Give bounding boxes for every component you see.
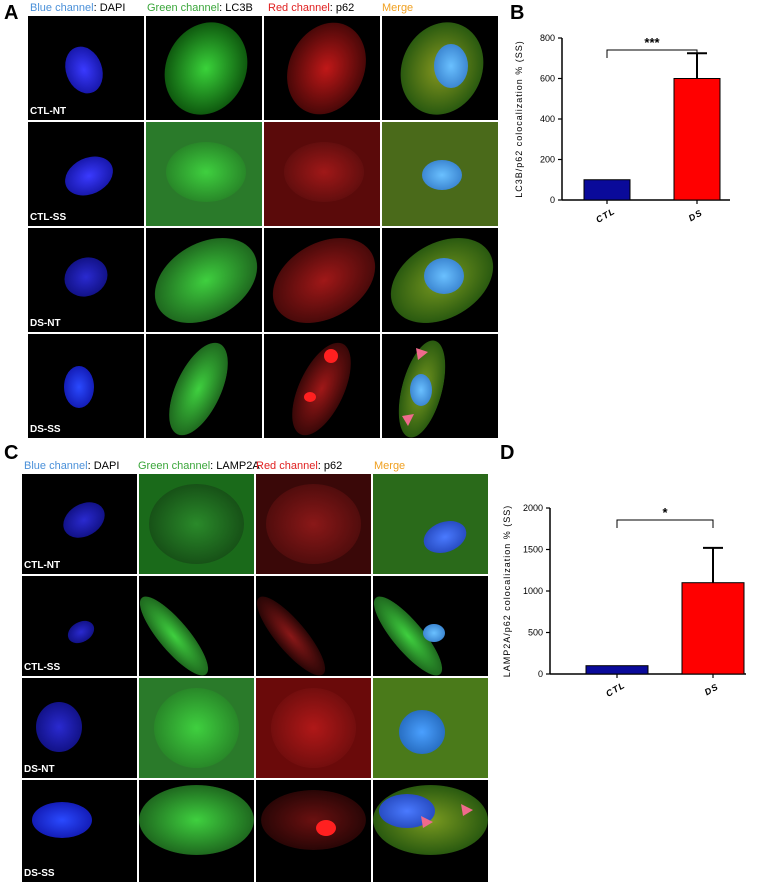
image-a-ctl-nt-dapi: CTL-NT [28, 16, 144, 120]
image-c-ctl-nt-red [256, 474, 371, 574]
header-a-blue-channel: Blue channel [30, 2, 94, 14]
micrograph-grid-a: CTL-NT CTL-SS DS-NT DS-SS [28, 16, 498, 438]
header-a-red-channel: Red channel [268, 2, 330, 14]
header-c-green-stain: : LAMP2A [210, 460, 260, 472]
image-a-ds-ss-merge [382, 334, 498, 438]
image-c-ctl-nt-green [139, 474, 254, 574]
image-a-ds-nt-green [146, 228, 262, 332]
header-c-red-channel: Red channel [256, 460, 318, 472]
micrograph-grid-c: CTL-NT CTL-SS DS-NT DS-SS [22, 474, 488, 882]
image-c-ds-ss-dapi: DS-SS [22, 780, 137, 882]
y-tick-label: 400 [540, 114, 555, 124]
significance-bracket [606, 49, 698, 58]
x-tick-label-ds: DS [703, 681, 721, 697]
image-a-ctl-ss-dapi: CTL-SS [28, 122, 144, 226]
image-c-ctl-ss-green [139, 576, 254, 676]
header-a-green-stain: : LC3B [219, 2, 253, 14]
y-axis-label: LC3B/p62 colocalization % (SS) [514, 40, 524, 198]
image-a-ds-ss-green [146, 334, 262, 438]
header-c-blue-channel: Blue channel [24, 460, 88, 472]
significance-label: * [662, 505, 668, 520]
y-tick-label: 0 [538, 669, 543, 679]
row-label-c-ds-ss: DS-SS [24, 868, 55, 879]
image-c-ds-nt-green [139, 678, 254, 778]
row-label-c-ctl-nt: CTL-NT [24, 560, 61, 571]
arrowhead-icon [402, 414, 414, 426]
image-c-ctl-nt-dapi: CTL-NT [22, 474, 137, 574]
header-a-merge: Merge [382, 2, 414, 14]
image-c-ctl-ss-dapi: CTL-SS [22, 576, 137, 676]
row-label-a-ds-nt: DS-NT [30, 318, 61, 329]
arrowhead-markers-a [402, 348, 428, 426]
image-c-ds-nt-merge [373, 678, 488, 778]
row-label-a-ctl-ss: CTL-SS [30, 212, 67, 223]
header-c-blue: Blue channel: DAPI [24, 460, 119, 472]
y-tick-label: 1000 [523, 586, 543, 596]
header-c-red: Red channel: p62 [256, 460, 342, 472]
header-c-green-channel: Green channel [138, 460, 211, 472]
y-tick-label: 200 [540, 155, 555, 165]
y-tick-label: 500 [528, 628, 543, 638]
panel-label-a: A [4, 2, 19, 24]
y-axis-label: LAMP2A/p62 colocalization % (SS) [502, 505, 512, 678]
arrowhead-markers-c [421, 804, 473, 828]
image-c-ds-ss-green [139, 780, 254, 882]
image-a-ctl-nt-merge [382, 16, 498, 120]
header-a-red-stain: : p62 [329, 2, 355, 14]
image-c-ds-ss-red [256, 780, 371, 882]
arrowhead-icon [416, 348, 428, 360]
image-c-ctl-nt-merge [373, 474, 488, 574]
header-a-red: Red channel: p62 [268, 2, 354, 14]
bar-ctl [583, 179, 631, 201]
y-tick-label: 2000 [523, 503, 543, 513]
image-c-ds-ss-merge [373, 780, 488, 882]
header-a-green-channel: Green channel [147, 2, 220, 14]
image-c-ctl-ss-red [256, 576, 371, 676]
y-tick-label: 1500 [523, 545, 543, 555]
image-c-ds-nt-dapi: DS-NT [22, 678, 137, 778]
header-c-red-stain: : p62 [317, 460, 343, 472]
image-a-ctl-nt-red [264, 16, 380, 120]
image-a-ds-nt-red [264, 228, 380, 332]
header-c-blue-stain: : DAPI [87, 460, 120, 472]
row-label-c-ctl-ss: CTL-SS [24, 662, 61, 673]
image-a-ctl-ss-green [146, 122, 262, 226]
header-a-blue-stain: : DAPI [93, 2, 126, 14]
bar-ctl [585, 665, 649, 675]
header-a-blue: Blue channel: DAPI [30, 2, 125, 14]
row-label-c-ds-nt: DS-NT [24, 764, 55, 775]
image-a-ctl-nt-green [146, 16, 262, 120]
image-a-ctl-ss-red [264, 122, 380, 226]
bar-ds [673, 78, 721, 201]
x-tick-label-ctl: CTL [594, 206, 617, 225]
image-a-ds-ss-red [264, 334, 380, 438]
panel-label-d: D [500, 442, 515, 464]
x-tick-label-ds: DS [687, 207, 705, 223]
header-a-green: Green channel: LC3B [147, 2, 253, 14]
x-tick-label-ctl: CTL [604, 680, 627, 699]
arrowhead-icon [421, 816, 433, 828]
y-tick-label: 800 [540, 33, 555, 43]
panel-label-b: B [510, 2, 525, 24]
header-c-green: Green channel: LAMP2A [138, 460, 260, 472]
y-tick-label: 600 [540, 74, 555, 84]
image-c-ds-nt-red [256, 678, 371, 778]
image-a-ds-nt-merge [382, 228, 498, 332]
row-label-a-ds-ss: DS-SS [30, 424, 61, 435]
image-a-ctl-ss-merge [382, 122, 498, 226]
y-tick-label: 0 [550, 195, 555, 205]
significance-bracket [616, 519, 714, 528]
significance-label: *** [644, 35, 660, 50]
row-label-a-ctl-nt: CTL-NT [30, 106, 67, 117]
image-a-ds-nt-dapi: DS-NT [28, 228, 144, 332]
header-c-merge: Merge [374, 460, 406, 472]
bar-ds [681, 582, 745, 675]
bar-chart-b: 0 200 400 600 800 LC3B/p62 colocalization % (… [514, 33, 730, 225]
arrowhead-icon [461, 804, 473, 816]
panel-label-c: C [4, 442, 19, 464]
image-c-ctl-ss-merge [373, 576, 488, 676]
image-a-ds-ss-dapi: DS-SS [28, 334, 144, 438]
bar-chart-d: 0 500 1000 1500 2000 LAMP2A/p62 colocalizatio… [502, 503, 746, 699]
